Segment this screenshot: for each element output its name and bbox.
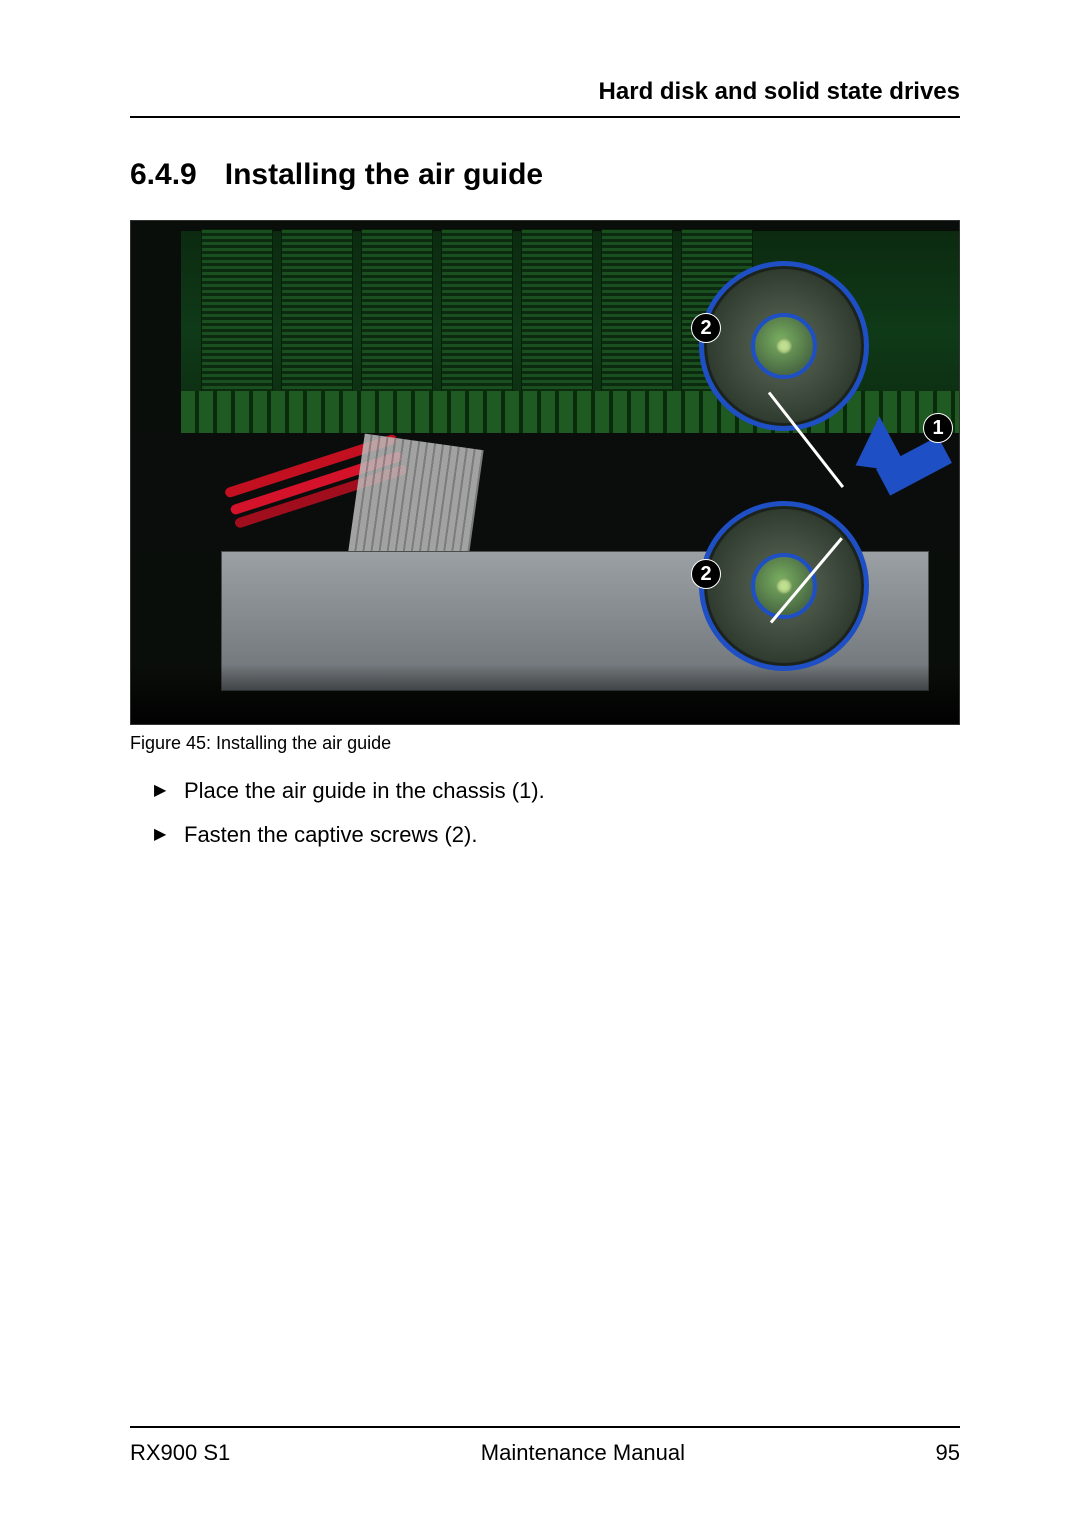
callout-label-top: 2 bbox=[691, 313, 721, 343]
step-item: Fasten the captive screws (2). bbox=[154, 822, 960, 848]
section-heading: 6.4.9 Installing the air guide bbox=[130, 158, 960, 192]
step-item: Place the air guide in the chassis (1). bbox=[154, 778, 960, 804]
callout-label-bottom: 2 bbox=[691, 559, 721, 589]
callout-screw-top bbox=[699, 261, 869, 431]
footer-left: RX900 S1 bbox=[130, 1440, 230, 1466]
footer-center: Maintenance Manual bbox=[481, 1440, 685, 1466]
figure-image: 2 2 1 bbox=[130, 220, 960, 725]
callout-label-arrow: 1 bbox=[923, 413, 953, 443]
figure-caption: Figure 45: Installing the air guide bbox=[130, 733, 960, 754]
callout-screw-bottom bbox=[699, 501, 869, 671]
section-title: Installing the air guide bbox=[225, 158, 543, 191]
section-number: 6.4.9 bbox=[130, 158, 197, 192]
page-footer: RX900 S1 Maintenance Manual 95 bbox=[130, 1426, 960, 1466]
chapter-title: Hard disk and solid state drives bbox=[130, 78, 960, 118]
step-list: Place the air guide in the chassis (1). … bbox=[130, 778, 960, 848]
figure: 2 2 1 Figure 45: Installing the air guid… bbox=[130, 220, 960, 754]
footer-right: 95 bbox=[936, 1440, 960, 1466]
